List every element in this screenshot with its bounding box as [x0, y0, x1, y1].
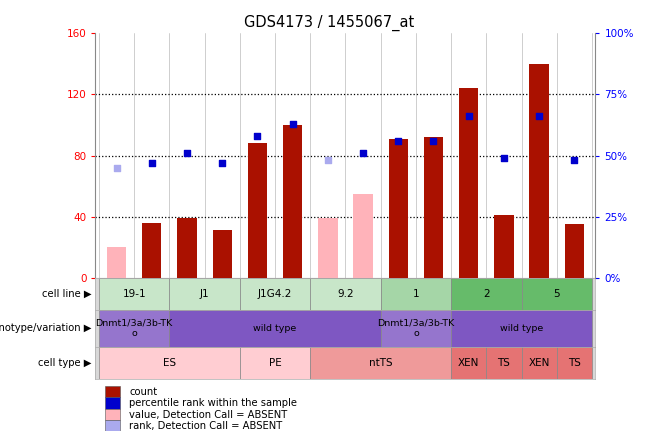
Bar [240, 278, 310, 310]
Text: wild type: wild type [253, 324, 297, 333]
Bar [169, 278, 240, 310]
Text: 19-1: 19-1 [122, 289, 146, 299]
Bar [381, 310, 451, 347]
Text: TS: TS [497, 358, 511, 368]
Point [358, 150, 368, 157]
Bar [381, 278, 451, 310]
Text: 5: 5 [553, 289, 560, 299]
Bar [105, 420, 120, 432]
Bar [451, 278, 522, 310]
Text: percentile rank within the sample: percentile rank within the sample [130, 398, 297, 408]
Text: genotype/variation ▶: genotype/variation ▶ [0, 323, 91, 333]
Point [499, 155, 509, 162]
Bar [486, 347, 522, 379]
Bar [522, 278, 592, 310]
Point [463, 113, 474, 120]
Bar [353, 194, 372, 278]
Text: 1: 1 [413, 289, 419, 299]
Point [393, 137, 403, 144]
Bar [283, 125, 302, 278]
Bar [494, 215, 514, 278]
Text: count: count [130, 387, 157, 396]
Bar [310, 347, 451, 379]
Text: 9.2: 9.2 [337, 289, 354, 299]
Point [534, 113, 544, 120]
Text: J1: J1 [200, 289, 209, 299]
Text: J1G4.2: J1G4.2 [258, 289, 292, 299]
Bar [318, 218, 338, 278]
Bar [424, 137, 443, 278]
Point [111, 164, 122, 171]
Bar [107, 247, 126, 278]
Text: TS: TS [568, 358, 581, 368]
Bar [99, 278, 169, 310]
Point [428, 137, 439, 144]
Bar [99, 310, 169, 347]
Point [217, 159, 228, 166]
Bar [389, 139, 408, 278]
Point [288, 120, 298, 127]
Bar [105, 386, 120, 397]
Bar [310, 278, 381, 310]
Text: GDS4173 / 1455067_at: GDS4173 / 1455067_at [244, 15, 414, 31]
Bar [213, 230, 232, 278]
Bar [105, 409, 120, 420]
Point [322, 157, 333, 164]
Bar [247, 143, 267, 278]
Bar [177, 218, 197, 278]
Text: wild type: wild type [500, 324, 543, 333]
Point [569, 157, 580, 164]
Bar [522, 347, 557, 379]
Bar [142, 223, 161, 278]
Point [182, 150, 192, 157]
Bar [451, 347, 486, 379]
Text: Dnmt1/3a/3b-TK
o: Dnmt1/3a/3b-TK o [95, 319, 173, 337]
Text: PE: PE [268, 358, 282, 368]
Point [252, 132, 263, 139]
Text: ES: ES [163, 358, 176, 368]
Text: cell type ▶: cell type ▶ [38, 358, 91, 368]
Bar [565, 224, 584, 278]
Point [147, 159, 157, 166]
Text: cell line ▶: cell line ▶ [42, 289, 91, 299]
Bar [557, 347, 592, 379]
Text: XEN: XEN [458, 358, 480, 368]
Bar [530, 64, 549, 278]
Text: rank, Detection Call = ABSENT: rank, Detection Call = ABSENT [130, 421, 283, 431]
Text: Dnmt1/3a/3b-TK
o: Dnmt1/3a/3b-TK o [377, 319, 455, 337]
Bar [99, 347, 240, 379]
Bar [459, 88, 478, 278]
Text: XEN: XEN [528, 358, 550, 368]
Bar [169, 310, 381, 347]
Bar [105, 397, 120, 409]
Bar [451, 310, 592, 347]
Text: ntTS: ntTS [369, 358, 392, 368]
Bar [240, 347, 310, 379]
Text: value, Detection Call = ABSENT: value, Detection Call = ABSENT [130, 409, 288, 420]
Text: 2: 2 [483, 289, 490, 299]
